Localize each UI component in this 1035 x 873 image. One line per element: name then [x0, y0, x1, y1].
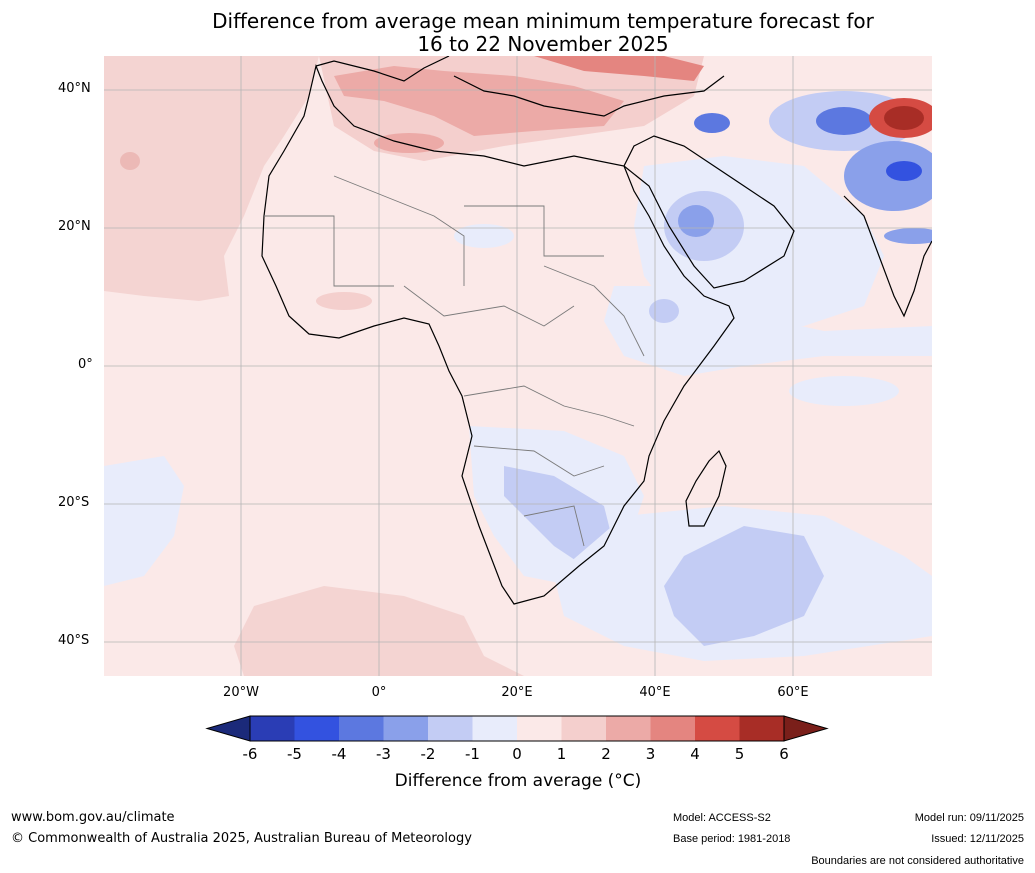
colorbar-cell	[517, 716, 562, 741]
anomaly-south-atlantic-cool	[104, 456, 184, 586]
anomaly-arabia-minus3	[678, 205, 714, 237]
anomaly-southern-africa-minus2	[504, 466, 614, 566]
colorbar-cell	[739, 716, 784, 741]
colorbar-cell	[650, 716, 695, 741]
colorbar-tick-label: -4	[331, 745, 347, 763]
india-coastline	[843, 195, 932, 318]
title-line-2: 16 to 22 November 2025	[417, 32, 669, 56]
colorbar-cell	[339, 716, 384, 741]
footer-copyright: © Commonwealth of Australia 2025, Austra…	[11, 831, 472, 846]
colorbar-extend-high	[783, 715, 829, 742]
forecast-map	[104, 56, 932, 676]
lat-label-20n: 20°N	[58, 219, 91, 234]
anomaly-atlantic-north	[104, 56, 319, 301]
colorbar-tick-label: 2	[601, 745, 611, 763]
anomaly-sahara-north	[374, 133, 444, 153]
colorbar-cell	[250, 716, 295, 741]
anomaly-iraq-minus3	[694, 113, 730, 133]
lat-label-40s: 40°S	[58, 633, 90, 648]
colorbar-cell	[695, 716, 740, 741]
anomaly-iran-minus3	[816, 107, 872, 135]
colorbar-cell	[294, 716, 339, 741]
map-svg	[104, 56, 932, 676]
colorbar-tick-label: 5	[734, 745, 745, 763]
footer-model: Model: ACCESS-S2	[673, 812, 771, 824]
anomaly-pakistan-minus4	[886, 161, 922, 181]
map-title: Difference from average mean minimum tem…	[200, 10, 886, 56]
colorbar-outline	[249, 715, 785, 742]
anomaly-india-cool	[884, 228, 932, 244]
anomaly-indian-ocean-east	[789, 376, 899, 406]
footer-model-run: Model run: 09/11/2025	[914, 812, 1024, 824]
europe-coastline	[315, 56, 725, 117]
anomaly-sahel-cool	[454, 224, 514, 248]
anomaly-pakistan-cool	[844, 141, 932, 211]
footer-base-period: Base period: 1981-2018	[673, 833, 791, 845]
colorbar-cell	[472, 716, 517, 741]
colorbar-tick-label: -6	[242, 745, 258, 763]
anomaly-atlantic-spot	[120, 152, 140, 170]
footer-issued: Issued: 12/11/2025	[931, 833, 1024, 845]
anomaly-horn-minus2	[649, 299, 679, 323]
anomaly-mediterranean	[334, 66, 624, 136]
colorbar-tick-label: 0	[512, 745, 522, 763]
colorbar-tick-label: -5	[287, 745, 302, 763]
anomaly-europe-strong	[534, 56, 704, 81]
colorbar-extend-low	[205, 715, 251, 742]
africa-coastline	[261, 64, 735, 605]
colorbar-cell	[561, 716, 606, 741]
lon-label-60e: 60°E	[777, 685, 809, 700]
footer-website: www.bom.gov.au/climate	[11, 810, 175, 825]
colorbar-tick-label: -2	[420, 745, 436, 763]
colorbar-tick-label: 3	[645, 745, 656, 763]
lat-label-20s: 20°S	[58, 495, 90, 510]
colorbar	[205, 715, 829, 742]
colorbar-tick-label: -3	[376, 745, 391, 763]
anomaly-horn-cool	[604, 286, 932, 376]
lat-label-40n: 40°N	[58, 81, 91, 96]
anomaly-west-africa-warm	[316, 292, 372, 310]
colorbar-cell	[428, 716, 473, 741]
lon-label-0: 0°	[371, 685, 387, 700]
madagascar-coastline	[685, 449, 727, 527]
lon-label-20w: 20°W	[223, 685, 259, 700]
title-line-1: Difference from average mean minimum tem…	[212, 9, 874, 33]
colorbar-tick-label: 4	[690, 745, 700, 763]
arabia-coastline	[623, 135, 795, 289]
lon-label-20e: 20°E	[501, 685, 533, 700]
lat-label-equator: 0°	[78, 357, 93, 372]
anomaly-himalaya-hot	[884, 106, 924, 130]
colorbar-cell	[606, 716, 651, 741]
graticule	[104, 56, 932, 676]
footer-disclaimer: Boundaries are not considered authoritat…	[811, 855, 1024, 867]
anomaly-south-indian-minus2	[664, 526, 824, 646]
colorbar-title: Difference from average (°C)	[394, 771, 642, 791]
colorbar-tick-label: 1	[556, 745, 567, 763]
country-borders	[264, 175, 645, 547]
colorbar-tick-label: 6	[779, 745, 789, 763]
colorbar-cell	[383, 716, 428, 741]
colorbar-tick-label: -1	[465, 745, 480, 763]
lon-label-40e: 40°E	[639, 685, 671, 700]
